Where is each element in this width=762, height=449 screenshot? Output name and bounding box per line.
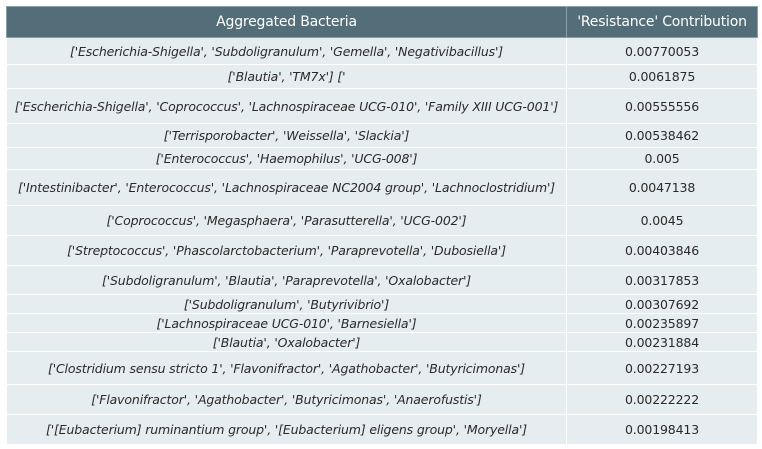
contribution-cell: 0.00222222 [566,384,758,415]
contribution-cell: 0.0045 [566,205,758,236]
contribution-cell: 0.00198413 [566,414,758,445]
bacteria-cell: ['Clostridium sensu stricto 1', 'Flavoni… [6,351,567,385]
table-row: ['Escherichia-Shigella', 'Subdoligranulu… [6,37,758,65]
bacteria-cell: ['Subdoligranulum', 'Blautia', 'Paraprev… [6,265,567,295]
table-row: ['Terrisporobacter', 'Weissella', 'Slack… [6,123,758,148]
contribution-cell: 0.00555556 [566,88,758,124]
table-row: ['Lachnospiraceae UCG-010', 'Barnesiella… [6,313,758,333]
contribution-cell: 0.00231884 [566,332,758,352]
table-row: ['Streptococcus', 'Phascolarctobacterium… [6,235,758,266]
contribution-cell: 0.00235897 [566,313,758,333]
bacteria-cell: ['[Eubacterium] ruminantium group', '[Eu… [6,414,567,445]
bacteria-cell: ['Escherichia-Shigella', 'Subdoligranulu… [6,37,567,65]
bacteria-cell: ['Blautia', 'Oxalobacter'] [6,332,567,352]
contribution-cell: 0.00227193 [566,351,758,385]
table-row: ['Enterococcus', 'Haemophilus', 'UCG-008… [6,147,758,170]
contribution-cell: 0.0061875 [566,64,758,89]
bacteria-cell: ['Blautia', 'TM7x'] [' [6,64,567,89]
contribution-cell: 0.00538462 [566,123,758,148]
resistance-contribution-table: Aggregated Bacteria 'Resistance' Contrib… [6,6,758,445]
table-row: ['Clostridium sensu stricto 1', 'Flavoni… [6,351,758,385]
bacteria-cell: ['Lachnospiraceae UCG-010', 'Barnesiella… [6,313,567,333]
table-row: ['Subdoligranulum', 'Blautia', 'Paraprev… [6,265,758,295]
bacteria-cell: ['Terrisporobacter', 'Weissella', 'Slack… [6,123,567,148]
bacteria-cell: ['Streptococcus', 'Phascolarctobacterium… [6,235,567,266]
contribution-cell: 0.00317853 [566,265,758,295]
bacteria-cell: ['Coprococcus', 'Megasphaera', 'Parasutt… [6,205,567,236]
table-row: ['Flavonifractor', 'Agathobacter', 'Buty… [6,384,758,415]
contribution-cell: 0.00770053 [566,37,758,65]
table-row: ['Blautia', 'Oxalobacter'] 0.00231884 [6,332,758,352]
table-row: ['Intestinibacter', 'Enterococcus', 'Lac… [6,169,758,206]
bacteria-cell: ['Escherichia-Shigella', 'Coprococcus', … [6,88,567,124]
bacteria-cell: ['Intestinibacter', 'Enterococcus', 'Lac… [6,169,567,206]
table-row: ['Escherichia-Shigella', 'Coprococcus', … [6,88,758,124]
table-row: ['Coprococcus', 'Megasphaera', 'Parasutt… [6,205,758,236]
table-header-row: Aggregated Bacteria 'Resistance' Contrib… [6,6,758,38]
table-row: ['Blautia', 'TM7x'] [' 0.0061875 [6,64,758,89]
header-aggregated-bacteria: Aggregated Bacteria [6,6,567,38]
contribution-cell: 0.0047138 [566,169,758,206]
bacteria-cell: ['Flavonifractor', 'Agathobacter', 'Buty… [6,384,567,415]
contribution-cell: 0.00403846 [566,235,758,266]
contribution-cell: 0.005 [566,147,758,170]
bacteria-cell: ['Enterococcus', 'Haemophilus', 'UCG-008… [6,147,567,170]
table-row: ['Subdoligranulum', 'Butyrivibrio'] 0.00… [6,294,758,314]
table-row: ['[Eubacterium] ruminantium group', '[Eu… [6,414,758,445]
bacteria-cell: ['Subdoligranulum', 'Butyrivibrio'] [6,294,567,314]
resistance-contribution-table-container: Aggregated Bacteria 'Resistance' Contrib… [6,6,758,445]
header-resistance-contribution: 'Resistance' Contribution [566,6,758,38]
contribution-cell: 0.00307692 [566,294,758,314]
